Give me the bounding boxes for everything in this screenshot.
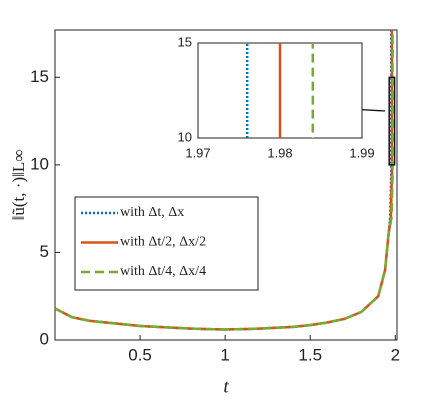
y-tick-label: 15 xyxy=(178,34,192,49)
x-tick-label: 1.98 xyxy=(267,145,292,160)
y-tick-label: 10 xyxy=(30,154,49,173)
x-tick-label: 1.5 xyxy=(298,345,322,364)
y-tick-label: 15 xyxy=(30,67,49,86)
legend-label: with Δt/4, Δx/4 xyxy=(120,264,206,279)
x-tick-label: 1.97 xyxy=(185,145,210,160)
line-series xyxy=(55,30,394,331)
legend-label: with Δt/2, Δx/2 xyxy=(120,235,206,250)
y-axis-label: ‖ũ(t, ·)‖L∞ xyxy=(9,150,28,221)
x-tick-label: 1 xyxy=(220,345,229,364)
y-tick-label: 0 xyxy=(40,329,49,348)
legend-label: with Δt, Δx xyxy=(120,205,184,220)
x-tick-label: 2 xyxy=(391,345,400,364)
y-tick-label: 10 xyxy=(178,129,192,144)
x-tick-label: 1.99 xyxy=(349,145,374,160)
x-axis-label: t xyxy=(223,376,229,397)
y-tick-label: 5 xyxy=(40,242,49,261)
x-tick-label: 0.5 xyxy=(128,345,152,364)
zoom-box xyxy=(388,76,396,166)
